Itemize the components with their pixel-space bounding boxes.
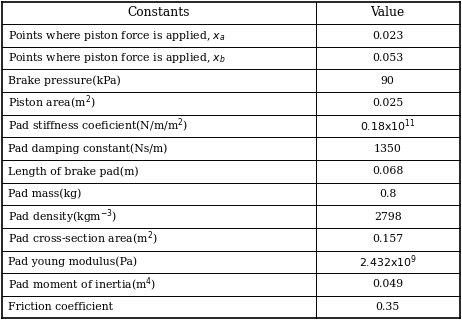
Text: Pad mass(kg): Pad mass(kg) xyxy=(8,189,81,199)
Text: 0.157: 0.157 xyxy=(372,234,403,244)
Text: 0.025: 0.025 xyxy=(372,99,403,108)
Text: 0.068: 0.068 xyxy=(372,166,403,176)
Text: Pad cross-section area(m$^2$): Pad cross-section area(m$^2$) xyxy=(8,230,158,248)
Bar xyxy=(2,160,460,183)
Text: Pad young modulus(Pa): Pad young modulus(Pa) xyxy=(8,257,137,267)
Text: Friction coefficient: Friction coefficient xyxy=(8,302,113,312)
Text: Piston area(m$^2$): Piston area(m$^2$) xyxy=(8,94,96,112)
Text: Points where piston force is applied, $x_b$: Points where piston force is applied, $x… xyxy=(8,51,226,65)
Bar xyxy=(2,205,460,228)
Text: Brake pressure(kPa): Brake pressure(kPa) xyxy=(8,76,121,86)
Bar xyxy=(2,2,460,24)
Text: Pad density(kgm$^{-3}$): Pad density(kgm$^{-3}$) xyxy=(8,207,117,226)
Bar xyxy=(2,69,460,92)
Text: Points where piston force is applied, $x_a$: Points where piston force is applied, $x… xyxy=(8,28,225,43)
Text: 0.8: 0.8 xyxy=(379,189,396,199)
Text: 0.053: 0.053 xyxy=(372,53,403,63)
Text: Value: Value xyxy=(371,6,405,20)
Bar xyxy=(2,92,460,115)
Text: 1350: 1350 xyxy=(374,144,401,154)
Text: 90: 90 xyxy=(381,76,395,86)
Text: Pad damping constant(Ns/m): Pad damping constant(Ns/m) xyxy=(8,143,167,154)
Bar xyxy=(2,137,460,160)
Text: 2798: 2798 xyxy=(374,212,401,221)
Text: Pad stiffness coeficient(N/m/m$^2$): Pad stiffness coeficient(N/m/m$^2$) xyxy=(8,117,188,135)
Bar xyxy=(2,183,460,205)
Text: $0.18\mathrm{x}10^{11}$: $0.18\mathrm{x}10^{11}$ xyxy=(360,118,415,134)
Text: 0.35: 0.35 xyxy=(376,302,400,312)
Text: Constants: Constants xyxy=(128,6,190,20)
Bar xyxy=(2,251,460,273)
Text: Length of brake pad(m): Length of brake pad(m) xyxy=(8,166,139,177)
Bar xyxy=(2,228,460,251)
Bar xyxy=(2,24,460,47)
Bar xyxy=(2,115,460,137)
Text: 0.023: 0.023 xyxy=(372,30,403,41)
Bar xyxy=(2,296,460,318)
Text: 0.049: 0.049 xyxy=(372,279,403,290)
Bar xyxy=(2,273,460,296)
Text: $2.432\mathrm{x}10^{9}$: $2.432\mathrm{x}10^{9}$ xyxy=(359,253,417,270)
Text: Pad moment of inertia(m$^4$): Pad moment of inertia(m$^4$) xyxy=(8,276,156,293)
Bar xyxy=(2,47,460,69)
